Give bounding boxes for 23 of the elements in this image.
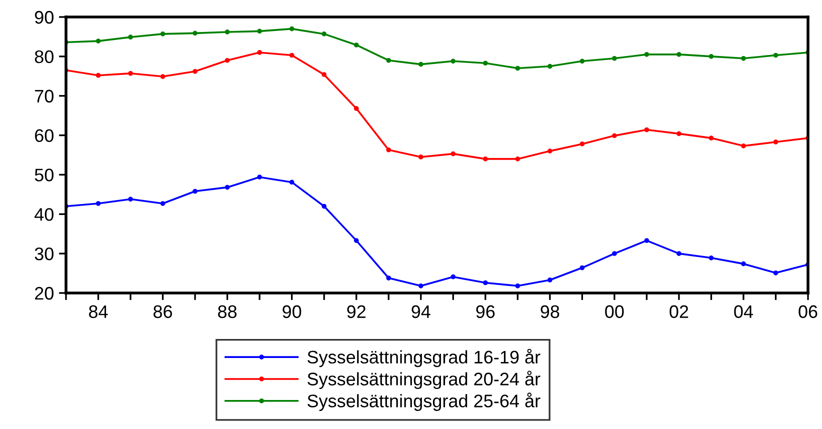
x-tick-label: 96 [476, 305, 495, 318]
legend-label: Sysselsättningsgrad 16-19 år [308, 348, 540, 368]
x-tick-label: 06 [798, 305, 818, 318]
x-tick-label: 92 [347, 305, 366, 318]
y-tick-label: 30 [34, 248, 54, 260]
x-tick-label: 02 [670, 305, 688, 318]
x-tick-label: 86 [154, 305, 172, 318]
y-tick-label: 40 [34, 208, 54, 221]
y-tick-label: 80 [34, 50, 54, 64]
y-tick-label: 70 [35, 90, 54, 103]
y-tick-label: 60 [35, 129, 54, 142]
legend-label: Sysselsättningsgrad 20-24 år [308, 370, 540, 390]
legend-label: Sysselsättningsgrad 25-64 år [308, 392, 540, 411]
y-tick-label: 90 [34, 10, 54, 24]
x-tick-label: 04 [734, 305, 753, 318]
x-tick-label: 00 [605, 305, 624, 318]
x-tick-label: 98 [540, 305, 560, 318]
y-tick-label: 20 [35, 286, 54, 300]
x-tick-label: 84 [89, 305, 108, 318]
x-tick-label: 88 [218, 305, 237, 318]
x-tick-label: 90 [282, 305, 302, 318]
y-tick-label: 50 [34, 168, 54, 182]
x-tick-label: 94 [412, 305, 430, 318]
